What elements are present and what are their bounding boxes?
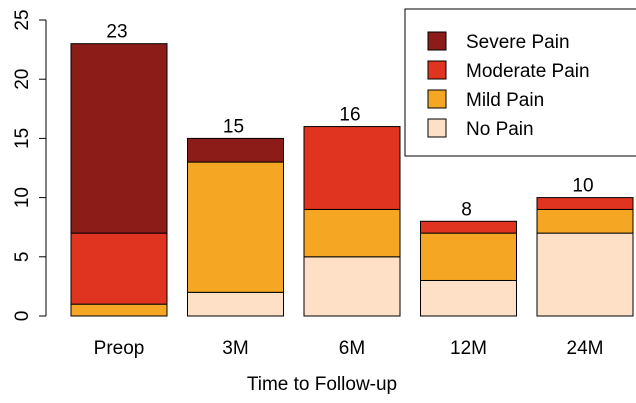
bar-segment-no-pain-12m — [420, 279, 517, 317]
bar-segment-mild-pain-preop — [70, 303, 168, 317]
legend-swatch — [427, 118, 447, 138]
x-tick-label: 3M — [222, 338, 248, 359]
legend-label: Mild Pain — [466, 90, 544, 111]
bar-segment-mild-pain-3m — [187, 161, 284, 293]
legend: Severe Pain Moderate Pain Mild Pain No Pain — [404, 8, 636, 157]
legend-label: No Pain — [466, 119, 534, 140]
y-tick-label: 10 — [12, 187, 33, 208]
bar-total-label: 15 — [223, 116, 244, 137]
bar-segment-moderate-pain-6m — [303, 126, 401, 210]
y-tick-label: 20 — [12, 69, 33, 90]
bar-segment-mild-pain-24m — [536, 208, 634, 234]
x-axis: Preop 3M 6M 12M 24M — [94, 338, 604, 359]
bar-segment-severe-pain-3m — [187, 137, 284, 163]
bar-segment-moderate-pain-24m — [536, 197, 634, 210]
x-tick-label: 24M — [567, 338, 604, 359]
bar-segment-no-pain-6m — [303, 256, 401, 317]
x-tick-label: 6M — [339, 338, 365, 359]
x-tick-label: Preop — [94, 338, 145, 359]
bar-total-label: 8 — [461, 199, 472, 220]
y-tick-label: 5 — [12, 252, 33, 263]
y-tick-label: 15 — [12, 128, 33, 149]
bar-segment-mild-pain-12m — [420, 232, 517, 281]
bar-segment-moderate-pain-12m — [420, 220, 517, 234]
bar-total-label: 10 — [572, 176, 593, 197]
bar-segment-no-pain-24m — [536, 232, 634, 317]
y-tick-label: 25 — [12, 9, 33, 30]
legend-label: Severe Pain — [466, 32, 570, 53]
x-tick-label: 12M — [450, 338, 487, 359]
bar-totals: 23 15 16 8 10 — [106, 22, 593, 221]
bar-total-label: 16 — [339, 105, 360, 126]
bar-segment-moderate-pain-preop — [70, 232, 168, 305]
bar-total-label: 23 — [106, 22, 127, 43]
bars-group — [70, 43, 634, 317]
bar-segment-no-pain-3m — [187, 291, 284, 317]
legend-swatch — [427, 60, 447, 80]
y-axis: 0 5 10 15 20 25 — [12, 9, 47, 322]
legend-swatch — [427, 89, 447, 109]
y-tick-label: 0 — [12, 311, 33, 322]
bar-segment-mild-pain-6m — [303, 208, 401, 258]
bar-segment-severe-pain-preop — [70, 43, 168, 234]
x-axis-label: Time to Follow-up — [247, 374, 397, 395]
legend-swatch — [427, 31, 447, 51]
legend-label: Moderate Pain — [466, 61, 590, 82]
